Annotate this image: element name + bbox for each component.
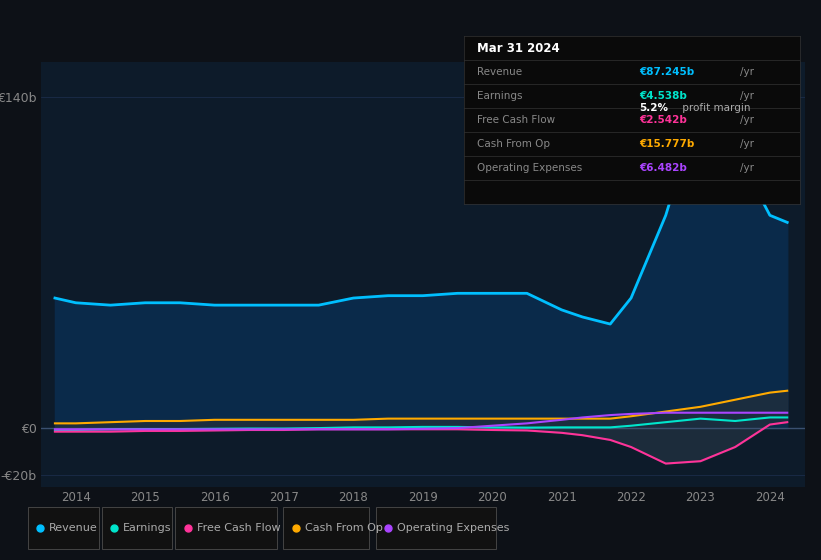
Text: €15.777b: €15.777b — [639, 139, 695, 150]
Text: Cash From Op: Cash From Op — [477, 139, 550, 150]
Text: €6.482b: €6.482b — [639, 164, 687, 174]
Text: 5.2%: 5.2% — [639, 104, 668, 113]
FancyBboxPatch shape — [283, 506, 369, 549]
Text: Earnings: Earnings — [123, 523, 172, 533]
Text: Operating Expenses: Operating Expenses — [477, 164, 583, 174]
Text: Revenue: Revenue — [477, 67, 522, 77]
FancyBboxPatch shape — [376, 506, 496, 549]
Text: /yr: /yr — [740, 115, 754, 125]
FancyBboxPatch shape — [102, 506, 172, 549]
Text: /yr: /yr — [740, 91, 754, 101]
Text: €4.538b: €4.538b — [639, 91, 687, 101]
Text: Free Cash Flow: Free Cash Flow — [477, 115, 556, 125]
Text: Cash From Op: Cash From Op — [305, 523, 383, 533]
Text: /yr: /yr — [740, 164, 754, 174]
Text: /yr: /yr — [740, 67, 754, 77]
Text: /yr: /yr — [740, 139, 754, 150]
Text: Earnings: Earnings — [477, 91, 523, 101]
Text: Revenue: Revenue — [49, 523, 98, 533]
FancyBboxPatch shape — [28, 506, 99, 549]
Text: profit margin: profit margin — [679, 104, 750, 113]
Text: €87.245b: €87.245b — [639, 67, 694, 77]
Text: Mar 31 2024: Mar 31 2024 — [477, 42, 560, 55]
Text: Operating Expenses: Operating Expenses — [397, 523, 510, 533]
Text: Free Cash Flow: Free Cash Flow — [197, 523, 281, 533]
FancyBboxPatch shape — [176, 506, 277, 549]
Text: €2.542b: €2.542b — [639, 115, 687, 125]
